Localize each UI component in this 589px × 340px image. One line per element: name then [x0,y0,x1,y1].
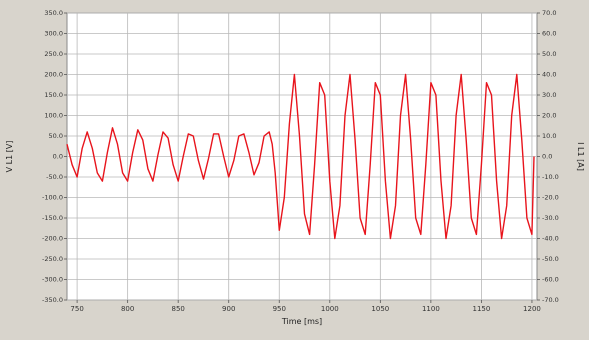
y-right-tick-label: -20.0 [542,194,559,202]
y-right-tick-label: 30.0 [542,91,556,99]
x-tick-label: 900 [222,305,235,313]
y-left-tick-label: -300.0 [42,276,63,284]
y-left-tick-label: -150.0 [42,214,63,222]
y-right-tick-label: 70.0 [542,9,556,17]
x-tick-label: 850 [171,305,184,313]
y-left-tick-label: 300.0 [44,30,63,38]
x-tick-label: 750 [70,305,83,313]
y-right-tick-label: 20.0 [542,112,556,120]
y-right-tick-label: 40.0 [542,71,556,79]
y-right-tick-label: -60.0 [542,276,559,284]
right-y-axis: 70.0 60.0 50.0 40.0 30.0 20.0 10.0 0.0 -10.0 -20.… [537,9,559,304]
y-right-tick-label: 10.0 [542,132,556,140]
y-right-tick-label: 60.0 [542,30,556,38]
right-y-axis-label: I L1 [A] [576,142,585,171]
x-tick-label: 1050 [371,305,389,313]
y-right-tick-label: 50.0 [542,50,556,58]
left-y-axis-label: V L1 [V] [5,141,14,173]
y-left-tick-label: 250.0 [44,50,63,58]
y-right-tick-label: -30.0 [542,214,559,222]
y-left-tick-label: -100.0 [42,194,63,202]
y-left-tick-label: -50.0 [46,173,63,181]
grid-lines [67,12,537,301]
x-tick-label: 1100 [422,305,440,313]
x-tick-label: 1200 [523,305,541,313]
y-right-tick-label: -10.0 [542,173,559,181]
y-right-tick-label: -40.0 [542,235,559,243]
y-left-tick-label: -200.0 [42,235,63,243]
y-left-tick-label: 100.0 [44,112,63,120]
y-left-tick-label: 350.0 [44,9,63,17]
x-axis: 750 800 850 900 950 1000 1050 1100 1150 1200 [70,300,541,313]
y-left-tick-label: -250.0 [42,255,63,263]
y-right-tick-label: -50.0 [542,255,559,263]
x-tick-label: 1150 [472,305,490,313]
y-left-tick-label: -350.0 [42,296,63,304]
y-left-tick-label: 200.0 [44,71,63,79]
y-right-tick-label: 0.0 [542,153,552,161]
y-right-tick-label: -70.0 [542,296,559,304]
x-tick-label: 950 [273,305,286,313]
x-tick-label: 800 [121,305,134,313]
y-left-tick-label: 0.0 [53,153,63,161]
x-tick-label: 1000 [321,305,339,313]
left-y-axis: 350.0 300.0 250.0 200.0 150.0 100.0 50.0 0.0 -50… [42,9,67,304]
y-left-tick-label: 50.0 [49,132,63,140]
x-axis-label: Time [ms] [281,317,322,326]
series-line-v-l1 [66,73,535,240]
y-left-tick-label: 150.0 [44,91,63,99]
